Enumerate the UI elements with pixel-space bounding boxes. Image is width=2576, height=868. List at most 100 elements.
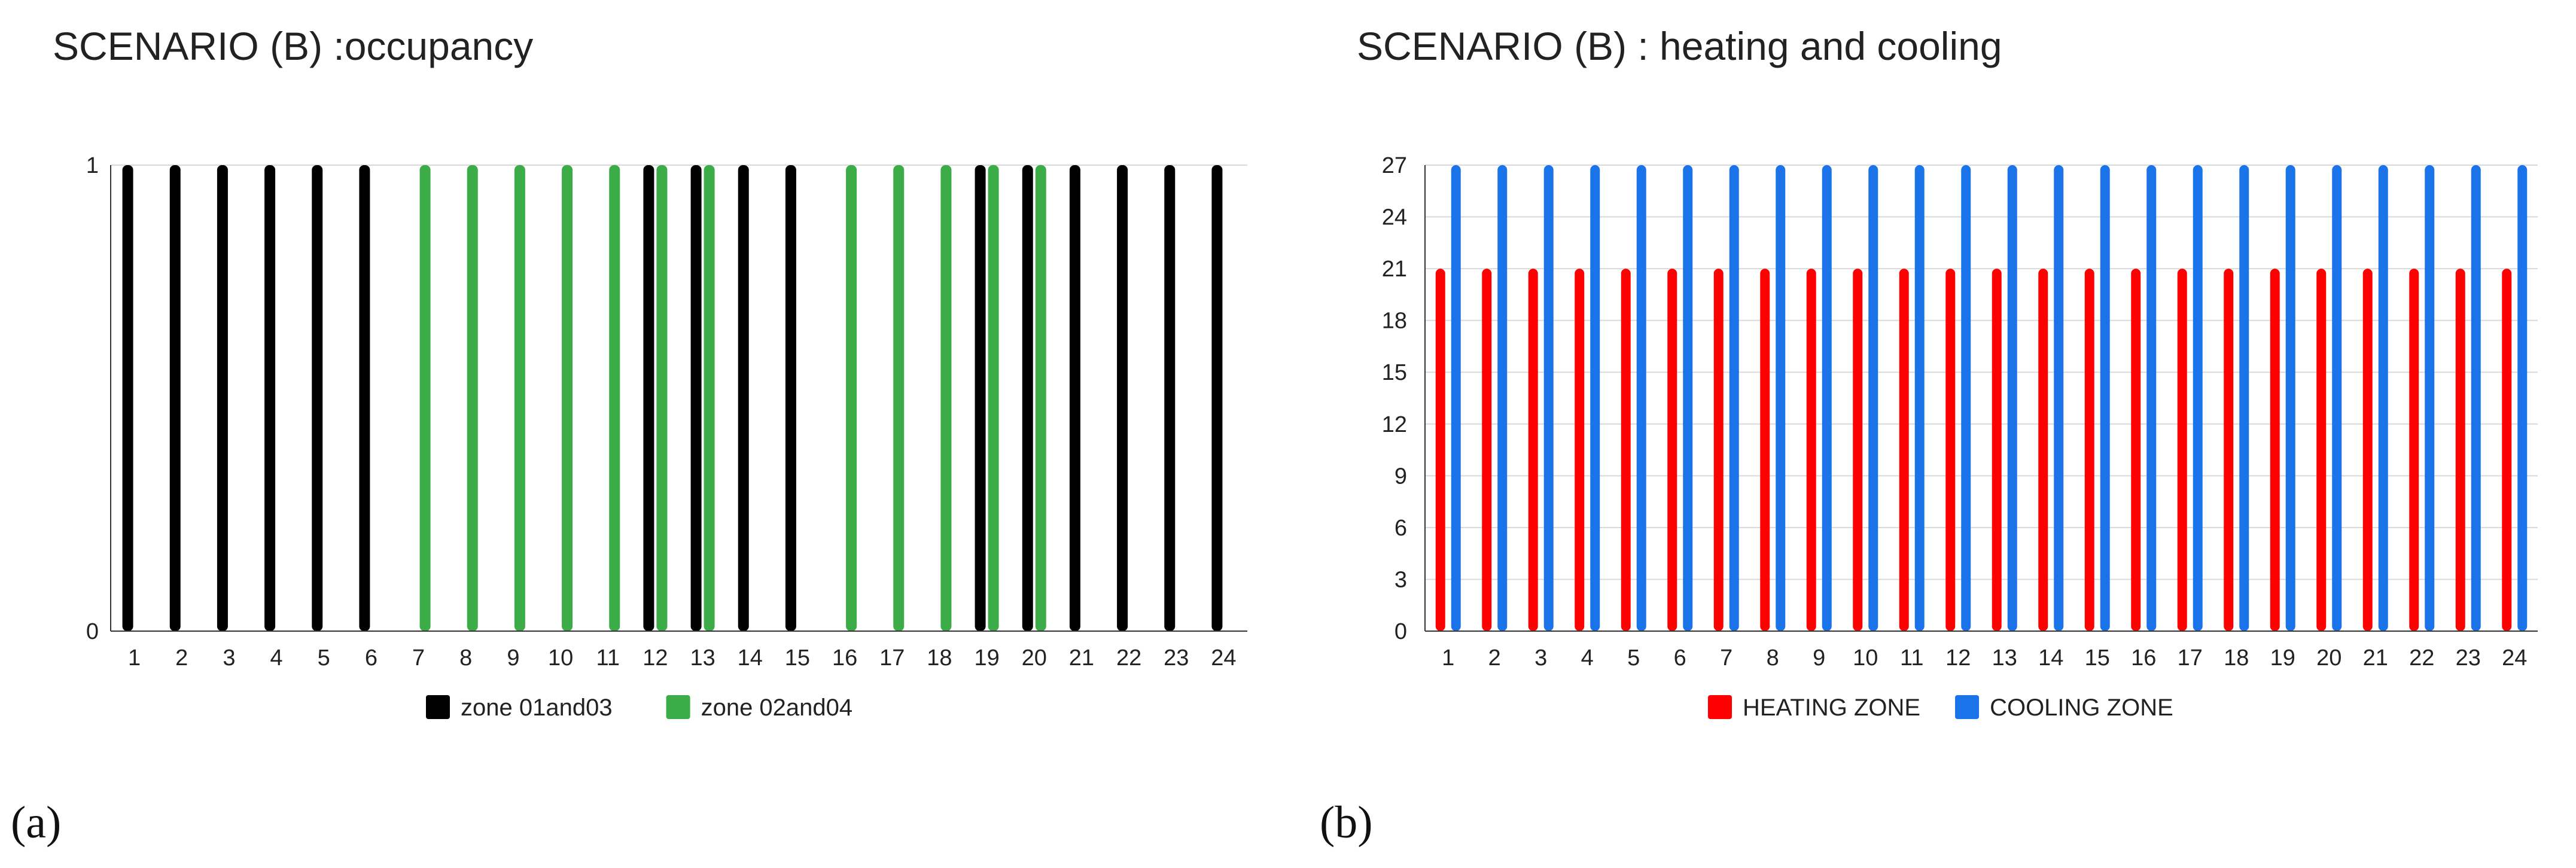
x-tick-label: 14	[738, 645, 763, 671]
bar	[738, 165, 749, 631]
bar	[2409, 269, 2419, 632]
heating-cooling-chart: SCENARIO (B) : heating and cooling 0 3 6 9 1…	[1320, 24, 2538, 848]
bar	[419, 165, 431, 631]
bar	[2100, 165, 2110, 631]
bar	[1853, 269, 1863, 632]
bar	[2054, 165, 2064, 631]
bar	[1992, 269, 2002, 632]
legend: zone 01and03 zone 02and04	[426, 695, 852, 721]
bar	[2224, 269, 2234, 632]
x-tick-label: 23	[1164, 645, 1189, 671]
bar	[846, 165, 857, 631]
x-axis-ticks: 1 2 3 4 5 6 7 8 9 10 11 12 13 14 15 16 17 18 19 20 21 22 23 24	[1442, 645, 2527, 671]
bars	[122, 165, 1223, 631]
y-axis-ticks: 01	[86, 153, 99, 644]
bar	[940, 165, 952, 631]
bar	[2378, 165, 2388, 631]
x-tick-label: 11	[596, 645, 620, 671]
x-tick-label: 3	[223, 645, 235, 671]
bar	[1899, 269, 1909, 632]
x-axis-ticks: 1 2 3 4 5 6 7 8 9 10 11 12 13 14 15 16 17 18 19 20 21 22 23 24	[128, 645, 1237, 671]
bar	[1022, 165, 1033, 631]
x-tick-label: 18	[2224, 645, 2249, 671]
legend-swatch	[1708, 695, 1732, 719]
bar	[1497, 165, 1508, 631]
bar	[359, 165, 370, 631]
bar	[1683, 165, 1693, 631]
bar	[1575, 269, 1585, 632]
legend-label: zone 02and04	[701, 695, 853, 721]
y-tick-label: 6	[1394, 516, 1407, 541]
bar	[2038, 269, 2048, 632]
panel-label: (a)	[11, 797, 61, 848]
bars	[1435, 165, 2528, 632]
y-tick-label: 3	[1394, 567, 1407, 592]
bar	[2270, 269, 2280, 632]
occupancy-chart: SCENARIO (B) :occupancy 01 1 2 3 4 5 6 7 8 9 10 11…	[11, 24, 1247, 848]
bar	[1590, 165, 1600, 631]
bar	[1667, 269, 1677, 632]
x-tick-label: 2	[1488, 645, 1501, 671]
y-tick-label: 21	[1382, 257, 1407, 282]
legend: HEATING ZONE COOLING ZONE	[1708, 695, 2173, 721]
x-tick-label: 16	[832, 645, 857, 671]
x-tick-label: 12	[643, 645, 668, 671]
bar	[2177, 269, 2187, 632]
x-tick-label: 17	[2178, 645, 2203, 671]
x-tick-label: 3	[1534, 645, 1547, 671]
bar	[2239, 165, 2249, 631]
x-tick-label: 2	[175, 645, 188, 671]
bar	[1543, 165, 1554, 631]
x-tick-label: 5	[1627, 645, 1640, 671]
y-axis-ticks: 0 3 6 9 12 15 18 21 24 27	[1382, 153, 1407, 644]
bar	[975, 165, 986, 631]
axes	[1424, 165, 2538, 632]
bar	[562, 165, 573, 631]
bar	[656, 165, 668, 631]
x-tick-label: 4	[270, 645, 283, 671]
bar	[2316, 269, 2327, 632]
x-tick-label: 23	[2456, 645, 2481, 671]
bar	[217, 165, 228, 631]
bar	[264, 165, 276, 631]
bar	[2146, 165, 2157, 631]
x-tick-label: 10	[548, 645, 573, 671]
x-tick-label: 7	[412, 645, 425, 671]
x-tick-label: 24	[2502, 645, 2527, 671]
legend-swatch	[666, 695, 690, 719]
chart-title: SCENARIO (B) :occupancy	[53, 24, 533, 68]
axes	[110, 165, 1247, 632]
bar	[169, 165, 181, 631]
x-tick-label: 20	[2316, 645, 2341, 671]
y-tick-label: 1	[86, 153, 99, 178]
bar	[2193, 165, 2203, 631]
x-tick-label: 7	[1720, 645, 1732, 671]
panel-label: (b)	[1320, 797, 1373, 848]
x-tick-label: 10	[1853, 645, 1878, 671]
x-tick-label: 8	[1767, 645, 1779, 671]
x-tick-label: 22	[2409, 645, 2434, 671]
x-tick-label: 21	[1069, 645, 1094, 671]
y-tick-label: 12	[1382, 412, 1407, 437]
bar	[514, 165, 525, 631]
y-tick-label: 18	[1382, 309, 1407, 334]
legend-label: COOLING ZONE	[1990, 695, 2173, 721]
bar	[704, 165, 715, 631]
bar	[1164, 165, 1176, 631]
bar	[2455, 269, 2465, 632]
x-tick-label: 6	[365, 645, 377, 671]
bar	[1822, 165, 1832, 631]
bar	[609, 165, 620, 631]
bar	[2362, 269, 2373, 632]
bar	[988, 165, 999, 631]
bar	[1435, 269, 1445, 632]
x-tick-label: 24	[1211, 645, 1236, 671]
x-tick-label: 12	[1945, 645, 1971, 671]
x-tick-label: 8	[459, 645, 472, 671]
x-tick-label: 18	[927, 645, 952, 671]
bar	[785, 165, 796, 631]
y-tick-label: 0	[1394, 619, 1407, 644]
x-tick-label: 9	[507, 645, 519, 671]
bar	[2285, 165, 2295, 631]
